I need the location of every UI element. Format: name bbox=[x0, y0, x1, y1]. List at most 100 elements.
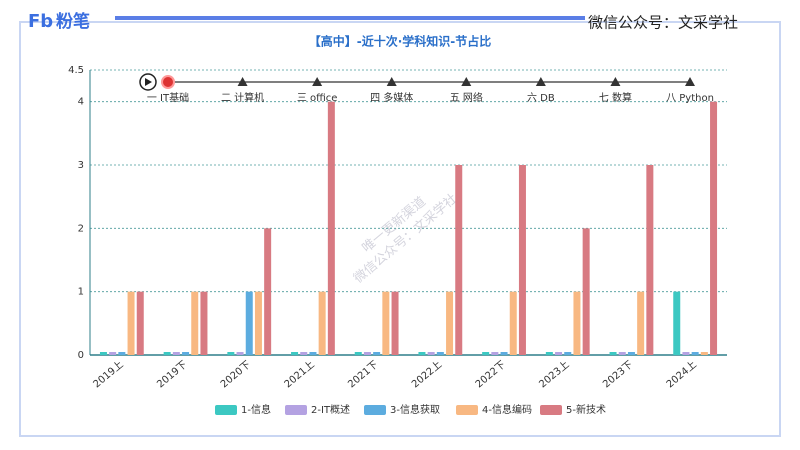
bar bbox=[418, 352, 426, 355]
x-tick: 2023上 bbox=[537, 358, 572, 390]
y-tick-label: 4 bbox=[78, 97, 84, 108]
timeline-node[interactable] bbox=[237, 77, 248, 86]
x-tick-label: 2023上 bbox=[537, 358, 572, 390]
x-tick: 2020下 bbox=[219, 359, 253, 390]
x-tick: 2023下 bbox=[601, 359, 635, 390]
play-icon bbox=[145, 78, 152, 86]
legend-label[interactable]: 1-信息 bbox=[241, 403, 271, 416]
timeline-node[interactable] bbox=[312, 77, 323, 86]
bar bbox=[200, 291, 208, 355]
bar bbox=[309, 352, 317, 355]
bar bbox=[109, 352, 117, 355]
x-tick-label: 2021下 bbox=[346, 359, 380, 390]
bar bbox=[646, 165, 654, 355]
legend-label[interactable]: 2-IT概述 bbox=[311, 403, 350, 416]
chart-title: 【高中】-近十次·学科知识-节占比 bbox=[309, 34, 492, 49]
timeline-node[interactable] bbox=[685, 77, 695, 86]
bar bbox=[191, 291, 199, 355]
legend-label[interactable]: 3-信息获取 bbox=[390, 403, 440, 416]
timeline-node[interactable] bbox=[386, 77, 397, 86]
legend-swatch[interactable] bbox=[364, 405, 386, 415]
x-tick-label: 2023下 bbox=[601, 359, 635, 390]
timeline-label[interactable]: 六 DB bbox=[527, 92, 555, 104]
bar bbox=[182, 352, 190, 355]
bar bbox=[300, 352, 308, 355]
timeline-label[interactable]: 五 网络 bbox=[450, 91, 483, 104]
x-tick: 2024上 bbox=[664, 358, 699, 390]
account: 微信公众号：文采学社 bbox=[588, 14, 738, 32]
legend-label[interactable]: 4-信息编码 bbox=[482, 403, 532, 416]
bar bbox=[446, 291, 454, 355]
timeline-node[interactable] bbox=[610, 77, 621, 86]
legend-swatch[interactable] bbox=[456, 405, 478, 415]
timeline-label[interactable]: 一 IT基础 bbox=[147, 91, 189, 104]
bar bbox=[363, 352, 371, 355]
x-tick-label: 2021上 bbox=[282, 358, 317, 390]
timeline-node[interactable] bbox=[461, 77, 472, 86]
bar bbox=[382, 291, 390, 355]
y-tick-label: 0 bbox=[78, 350, 84, 361]
bar bbox=[118, 352, 126, 355]
y-tick-label: 2 bbox=[78, 223, 84, 234]
bar bbox=[127, 291, 135, 355]
bar bbox=[391, 291, 399, 355]
x-tick-label: 2020下 bbox=[219, 359, 253, 390]
bar bbox=[573, 291, 581, 355]
x-tick-label: 2024上 bbox=[664, 358, 699, 390]
bar bbox=[627, 352, 635, 355]
legend-swatch[interactable] bbox=[285, 405, 307, 415]
bar bbox=[564, 352, 572, 355]
bar bbox=[254, 291, 262, 355]
bar bbox=[318, 291, 326, 355]
bar bbox=[700, 352, 708, 355]
timeline-node[interactable] bbox=[535, 77, 546, 86]
logo-mark: Fb bbox=[28, 11, 53, 32]
x-tick: 2019上 bbox=[91, 358, 126, 390]
y-tick-label: 4.5 bbox=[68, 65, 84, 76]
bar bbox=[291, 352, 299, 355]
y-tick-label: 3 bbox=[78, 160, 84, 171]
timeline-label[interactable]: 四 多媒体 bbox=[370, 91, 413, 104]
legend-swatch[interactable] bbox=[215, 405, 237, 415]
bar bbox=[518, 165, 526, 355]
bar bbox=[618, 352, 626, 355]
timeline-label[interactable]: 八 Python bbox=[666, 93, 714, 104]
timeline-current[interactable] bbox=[161, 75, 175, 89]
bar bbox=[491, 352, 499, 355]
bar bbox=[236, 352, 244, 355]
legend-label[interactable]: 5-新技术 bbox=[566, 403, 606, 416]
bar bbox=[172, 352, 180, 355]
x-tick: 2022下 bbox=[474, 359, 508, 390]
x-tick: 2021下 bbox=[346, 359, 380, 390]
bar bbox=[545, 352, 553, 355]
x-tick: 2019下 bbox=[155, 359, 189, 390]
watermark: 唯一更新渠道 微信公众号：文采学社 bbox=[351, 191, 461, 287]
bar bbox=[136, 291, 144, 355]
bar bbox=[436, 352, 444, 355]
timeline-label[interactable]: 七 数算 bbox=[599, 91, 632, 104]
bar bbox=[691, 352, 699, 355]
x-tick: 2022上 bbox=[409, 358, 444, 390]
bar bbox=[327, 101, 335, 356]
logo: 粉笔 bbox=[56, 11, 90, 32]
bar bbox=[482, 352, 490, 355]
bar bbox=[264, 228, 272, 355]
bar bbox=[500, 352, 508, 355]
frame bbox=[19, 21, 781, 437]
bar bbox=[455, 165, 463, 355]
bar bbox=[163, 352, 171, 355]
legend-swatch[interactable] bbox=[540, 405, 562, 415]
x-tick-label: 2019下 bbox=[155, 359, 189, 390]
bar bbox=[609, 352, 617, 355]
y-tick-label: 1 bbox=[78, 287, 84, 298]
timeline-label[interactable]: 二 计算机 bbox=[221, 91, 264, 104]
x-tick: 2021上 bbox=[282, 358, 317, 390]
bar bbox=[373, 352, 381, 355]
bar bbox=[427, 352, 435, 355]
header-bar bbox=[115, 16, 585, 20]
bar bbox=[354, 352, 362, 355]
bar bbox=[637, 291, 645, 355]
timeline-label[interactable]: 三 office bbox=[297, 93, 338, 104]
bar bbox=[710, 101, 718, 356]
